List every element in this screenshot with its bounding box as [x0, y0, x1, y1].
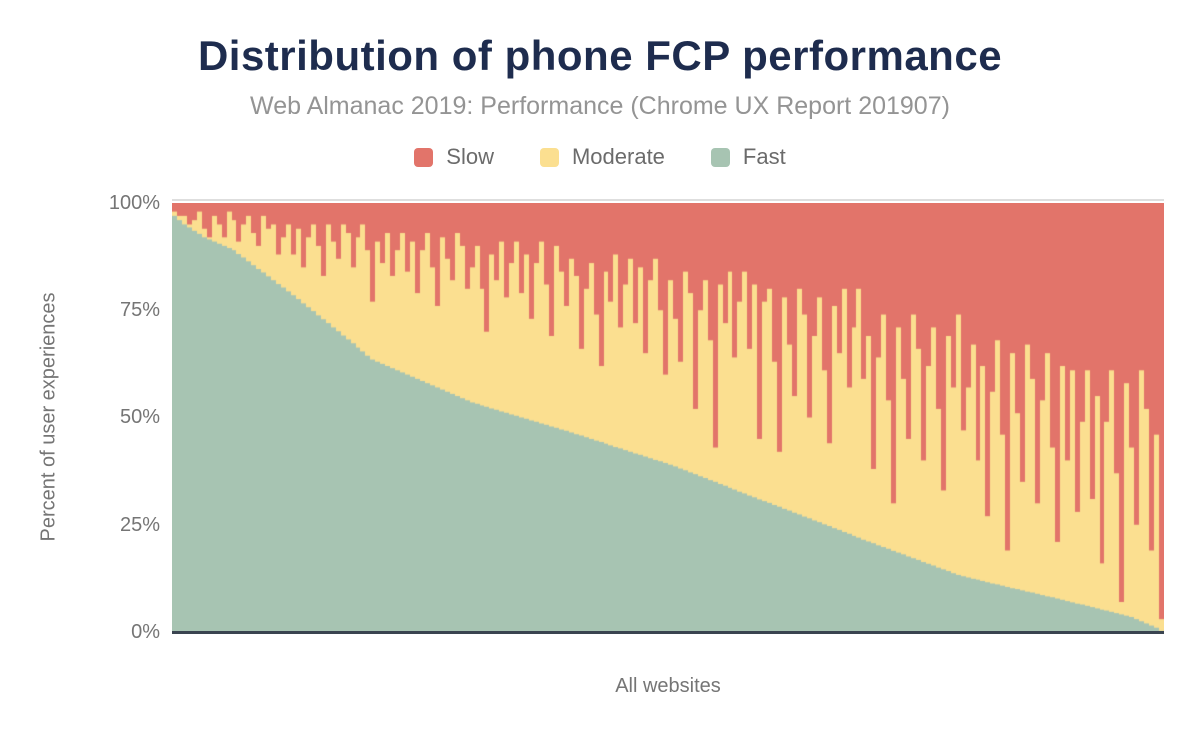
legend-item-fast: Fast	[710, 144, 786, 170]
legend-label-slow: Slow	[446, 144, 494, 169]
y-tick-75: 75%	[119, 299, 160, 321]
y-tick-0: 0%	[131, 621, 160, 643]
y-tick-25: 25%	[119, 514, 160, 536]
chart-title: Distribution of phone FCP performance	[197, 32, 1003, 79]
y-tick-100: 100%	[108, 192, 160, 214]
fcp-stacked-bar-plot[interactable]	[172, 203, 1164, 632]
legend-swatch-fast-icon	[710, 147, 730, 167]
legend-label-fast: Fast	[742, 144, 786, 169]
legend-swatch-slow-icon	[414, 147, 434, 167]
chart-subtitle: Web Almanac 2019: Performance (Chrome UX…	[250, 92, 950, 120]
legend-swatch-moderate-icon	[539, 147, 559, 167]
legend-item-slow: Slow	[414, 144, 494, 170]
y-tick-50: 50%	[119, 406, 160, 428]
x-axis-label: All websites	[615, 675, 721, 697]
chart-legend: Slow Moderate Fast	[0, 144, 1200, 170]
legend-item-moderate: Moderate	[539, 144, 665, 170]
x-axis-line	[172, 631, 1164, 634]
legend-label-moderate: Moderate	[571, 144, 665, 169]
gridline-100-percent	[172, 199, 1164, 201]
